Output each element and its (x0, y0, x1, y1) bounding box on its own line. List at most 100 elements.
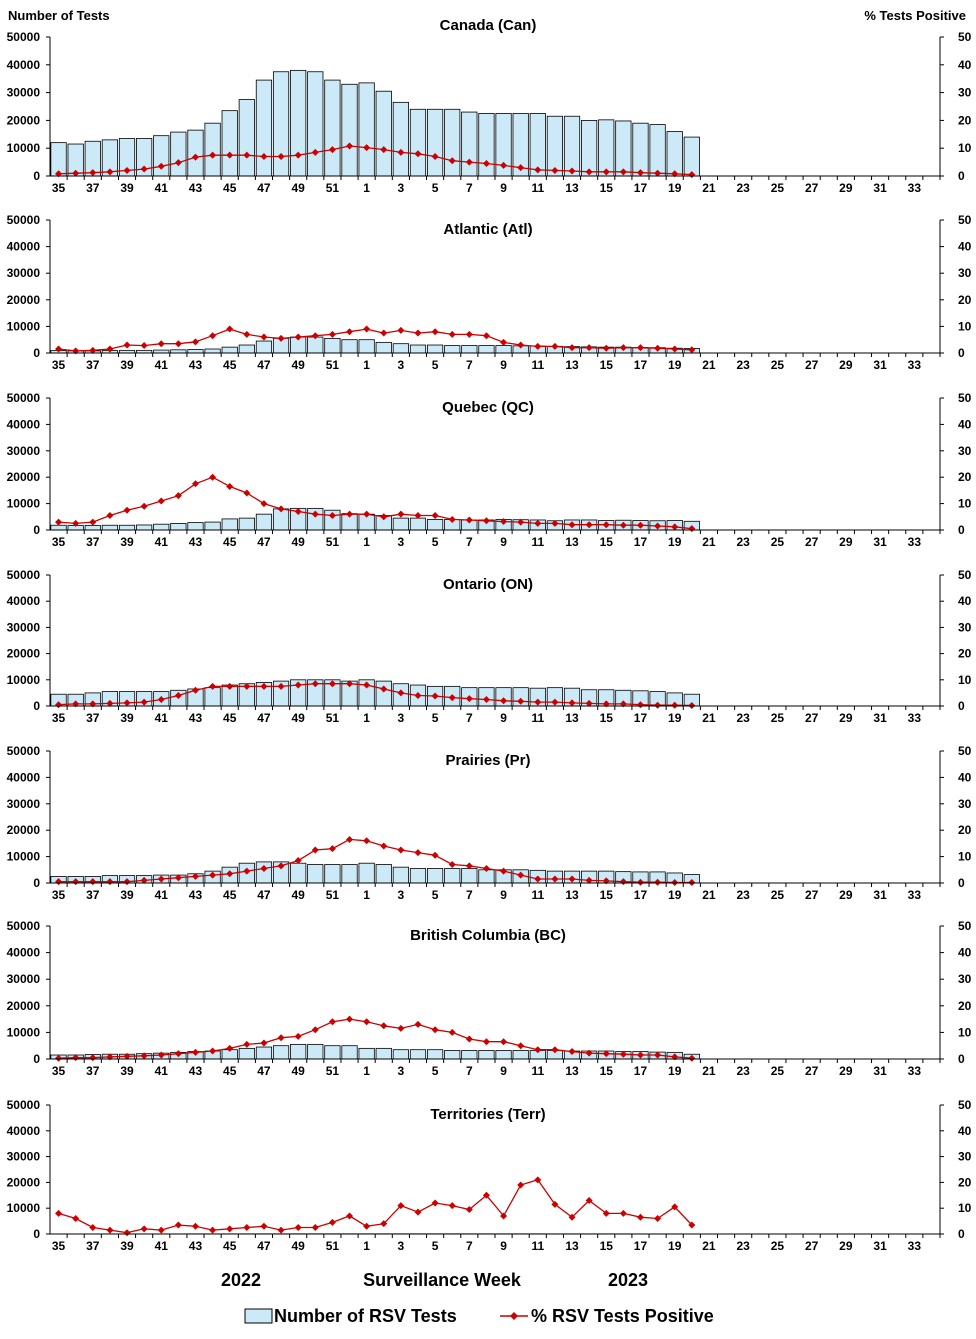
x-tick-label: 41 (155, 1064, 169, 1078)
x-tick-label: 13 (565, 358, 579, 372)
x-tick-label: 1 (363, 711, 370, 725)
x-tick-label: 1 (363, 1239, 370, 1253)
x-tick-label: 31 (873, 535, 887, 549)
bar (342, 1046, 357, 1059)
bar (222, 347, 237, 353)
year-label: 2022 (221, 1270, 261, 1290)
x-tick-label: 41 (155, 535, 169, 549)
y2-tick-label: 20 (958, 113, 972, 127)
y-tick-label: 20000 (7, 113, 41, 127)
y-tick-label: 0 (33, 523, 40, 537)
y2-tick-label: 0 (958, 169, 965, 183)
y-tick-label: 0 (33, 169, 40, 183)
bar (325, 1046, 340, 1059)
bar (513, 1050, 528, 1059)
x-tick-label: 7 (466, 1239, 473, 1253)
y2-tick-label: 20 (958, 999, 972, 1013)
line-marker (414, 849, 421, 856)
x-tick-label: 23 (736, 358, 750, 372)
bar (410, 109, 425, 176)
x-tick-label: 27 (805, 711, 819, 725)
line-marker (260, 1040, 267, 1047)
line-marker (192, 1223, 199, 1230)
x-tick-label: 21 (702, 1239, 716, 1253)
line-marker (260, 1223, 267, 1230)
y2-tick-label: 40 (958, 417, 972, 431)
y-tick-label: 50000 (7, 919, 41, 933)
x-tick-label: 33 (908, 711, 922, 725)
bar (393, 867, 408, 883)
x-tick-label: 3 (398, 535, 405, 549)
x-tick-label: 29 (839, 358, 853, 372)
x-tick-label: 51 (326, 358, 340, 372)
x-tick-label: 45 (223, 181, 237, 195)
bar (325, 338, 340, 353)
x-tick-label: 41 (155, 358, 169, 372)
x-tick-label: 13 (565, 1064, 579, 1078)
bar (154, 136, 169, 176)
y2-tick-label: 30 (958, 266, 972, 280)
bar (342, 865, 357, 883)
y-tick-label: 30000 (7, 86, 41, 100)
y-tick-label: 30000 (7, 972, 41, 986)
chart-title: Canada (Can) (440, 17, 537, 34)
x-tick-label: 25 (771, 888, 785, 902)
x-tick-label: 43 (189, 1239, 203, 1253)
x-tick-label: 3 (398, 711, 405, 725)
x-axis-label: Surveillance Week (363, 1270, 522, 1290)
bar (427, 109, 442, 176)
bar (359, 340, 374, 353)
x-tick-label: 9 (500, 358, 507, 372)
x-tick-label: 47 (257, 535, 271, 549)
x-tick-label: 29 (839, 535, 853, 549)
y-tick-label: 10000 (7, 497, 41, 511)
line-marker (346, 1212, 353, 1219)
y-axis-label: Number of Tests (8, 8, 110, 23)
chart-title: Ontario (ON) (443, 576, 533, 593)
x-tick-label: 47 (257, 711, 271, 725)
bar (308, 337, 323, 353)
bar (308, 865, 323, 883)
x-tick-label: 5 (432, 358, 439, 372)
x-tick-label: 49 (291, 358, 305, 372)
bar (85, 526, 100, 530)
y-tick-label: 40000 (7, 240, 41, 254)
bar (496, 346, 511, 353)
y-tick-label: 40000 (7, 1124, 41, 1138)
x-tick-label: 17 (634, 1064, 648, 1078)
bar (376, 1048, 391, 1059)
x-tick-label: 25 (771, 1239, 785, 1253)
x-tick-label: 5 (432, 711, 439, 725)
bar (564, 116, 579, 176)
y2-tick-label: 30 (958, 972, 972, 986)
bar (633, 123, 648, 176)
x-tick-label: 45 (223, 1064, 237, 1078)
y-tick-label: 50000 (7, 391, 41, 405)
x-tick-label: 25 (771, 181, 785, 195)
line-marker (141, 342, 148, 349)
bar (359, 83, 374, 176)
line-marker (312, 847, 319, 854)
y2-tick-label: 10 (958, 497, 972, 511)
x-tick-label: 1 (363, 535, 370, 549)
x-tick-label: 51 (326, 181, 340, 195)
line-marker (175, 340, 182, 347)
y-tick-label: 10000 (7, 141, 41, 155)
bar (479, 1050, 494, 1059)
x-tick-label: 21 (702, 358, 716, 372)
line-marker (363, 326, 370, 333)
line-marker (329, 1018, 336, 1025)
line-marker (243, 331, 250, 338)
x-tick-label: 33 (908, 535, 922, 549)
line-marker (517, 1181, 524, 1188)
y-tick-label: 0 (33, 699, 40, 713)
y2-tick-label: 10 (958, 141, 972, 155)
x-tick-label: 43 (189, 535, 203, 549)
line-marker (397, 847, 404, 854)
x-tick-label: 19 (668, 181, 682, 195)
x-tick-label: 29 (839, 711, 853, 725)
bar (427, 345, 442, 353)
x-tick-label: 1 (363, 1064, 370, 1078)
x-tick-label: 17 (634, 1239, 648, 1253)
x-tick-label: 41 (155, 181, 169, 195)
